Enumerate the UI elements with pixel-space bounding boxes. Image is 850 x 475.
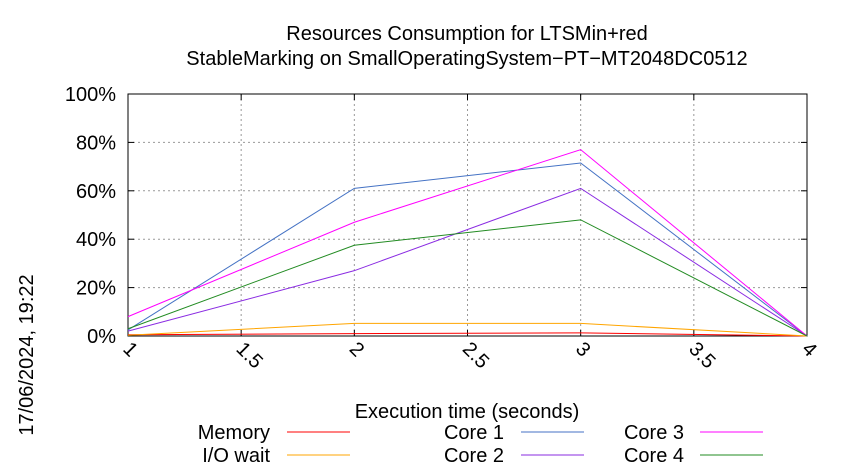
legend-label-core-3: Core 3	[624, 422, 684, 444]
y-tick-label: 80%	[76, 132, 116, 154]
legend-label-core-1: Core 1	[444, 422, 504, 444]
y-axis: 0% 20% 40% 60% 80% 100%	[65, 84, 807, 348]
x-tick-label: 3.5	[684, 338, 719, 373]
x-tick-label: 1	[118, 338, 141, 361]
series-line-memory	[127, 332, 808, 337]
legend-label-i-o-wait: I/O wait	[202, 445, 270, 467]
chart-title-line-2: StableMarking on SmallOperatingSystem−PT…	[186, 48, 747, 70]
x-tick-label: 1.5	[232, 338, 267, 373]
x-tick-label: 2.5	[458, 338, 493, 373]
x-tick-label: 2	[345, 338, 368, 361]
legend-label-core-2: Core 2	[444, 445, 504, 467]
chart-title-line-1: Resources Consumption for LTSMin+red	[286, 23, 647, 45]
series-line-core-2	[127, 187, 808, 337]
series-line-i-o-wait	[127, 322, 808, 337]
legend-label-core-4: Core 4	[624, 445, 684, 467]
series-line-core-3	[127, 149, 808, 337]
y-tick-label: 40%	[76, 229, 116, 251]
y-tick-label: 60%	[76, 181, 116, 203]
timestamp: 17/06/2024, 19:22	[16, 274, 38, 435]
x-axis-label: Execution time (seconds)	[355, 401, 580, 423]
y-tick-label: 0%	[87, 326, 116, 348]
x-tick-label: 3	[571, 338, 594, 361]
y-tick-label: 100%	[65, 84, 116, 106]
legend-label-memory: Memory	[198, 422, 270, 444]
x-tick-label: 4	[797, 338, 820, 361]
series-line-core-1	[127, 162, 808, 337]
series-lines	[127, 149, 808, 337]
grid	[127, 93, 808, 337]
y-tick-label: 20%	[76, 278, 116, 300]
series-line-core-4	[127, 219, 808, 337]
